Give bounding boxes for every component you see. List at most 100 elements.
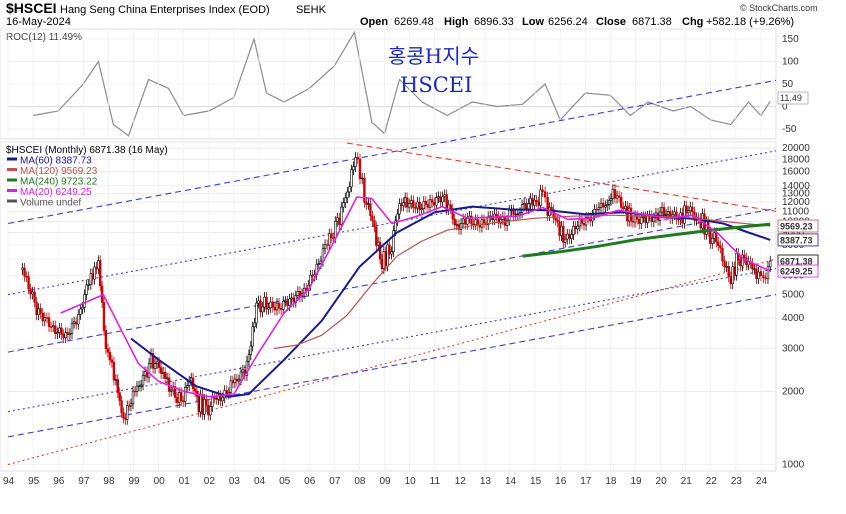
price-candle (231, 380, 235, 384)
chart-index-name: Hang Seng China Enterprises Index (EOD) (60, 4, 270, 16)
price-candle (375, 226, 378, 246)
price-candle (522, 203, 526, 206)
x-tick-label: 96 (53, 476, 65, 487)
price-candle (87, 284, 90, 286)
price-candle (369, 203, 372, 217)
price-candle (106, 348, 110, 353)
x-tick-label: 03 (229, 476, 241, 487)
price-candle (155, 361, 159, 365)
price-candle (689, 206, 692, 212)
legend-item: MA(60) 8387.73 (20, 156, 92, 167)
price-candle (173, 386, 177, 398)
price-candle (207, 404, 210, 416)
price-candle (464, 218, 467, 225)
price-candle (205, 399, 208, 406)
price-candle (593, 209, 596, 216)
price-candle (470, 215, 473, 225)
price-candle (141, 375, 145, 386)
price-candle (340, 206, 343, 225)
price-candle (646, 215, 649, 223)
price-candle (762, 275, 765, 279)
price-candle (574, 225, 577, 230)
price-candle (112, 361, 116, 381)
price-candle (83, 294, 86, 308)
close-value: 6871.38 (632, 16, 672, 28)
price-candle (686, 210, 690, 214)
stockcharts-credit: © StockCharts.com (740, 3, 818, 13)
price-candle (197, 396, 200, 413)
price-candle (613, 189, 617, 199)
price-candle (350, 169, 353, 188)
price-candle (296, 291, 300, 296)
price-candle (615, 195, 619, 199)
price-candle (203, 399, 206, 415)
x-tick-label: 23 (731, 476, 743, 487)
price-candle (74, 321, 78, 325)
price-candle (739, 259, 742, 267)
price-candle (181, 400, 185, 402)
price-panel (0, 141, 777, 472)
price-candle (334, 221, 337, 239)
price-candle (199, 394, 202, 413)
price-candle (725, 266, 728, 268)
legend-swatch (7, 199, 17, 203)
trend-lines (7, 79, 776, 466)
price-candle (580, 218, 584, 224)
price-candle (153, 363, 157, 369)
price-candle (221, 397, 224, 402)
price-candle (405, 197, 409, 208)
x-tick-label: 07 (329, 476, 341, 487)
price-candle (233, 378, 237, 384)
price-candle (321, 248, 325, 262)
price-candle (373, 220, 376, 228)
ma-line (60, 196, 771, 398)
x-tick-label: 16 (555, 476, 567, 487)
price-candle (27, 276, 30, 290)
price-candle (414, 207, 417, 209)
x-tick-label: 12 (455, 476, 467, 487)
price-candle (273, 306, 277, 311)
price-candle (317, 263, 320, 265)
price-candle (461, 218, 465, 224)
price-candle (631, 220, 635, 223)
price-tick-label: 14000 (782, 181, 810, 192)
price-candle (666, 211, 670, 215)
high-label: High (444, 16, 469, 28)
price-candle (402, 202, 405, 207)
price-candle (382, 251, 386, 270)
price-candle (253, 322, 256, 328)
roc-grid (8, 38, 776, 130)
price-candle (576, 225, 579, 230)
price-candle (356, 156, 360, 160)
price-badge (777, 219, 819, 233)
price-candle (560, 225, 563, 236)
price-candle (428, 199, 432, 208)
price-candle (562, 225, 565, 243)
price-candle (717, 241, 720, 247)
legend-swatch (7, 178, 17, 182)
x-axis: 94 95 96 97 98 99 00 01 02 03 04 05 06 07 08 09 10 11 12 13… (3, 476, 768, 487)
roc-value-badge: 11.49 (777, 91, 809, 105)
price-candle (277, 302, 281, 309)
x-tick-label: 20 (656, 476, 668, 487)
open-value: 6269.48 (394, 16, 434, 28)
price-candle (741, 254, 744, 267)
roc-line (32, 30, 771, 137)
x-tick-label: 18 (605, 476, 617, 487)
price-candle (93, 266, 96, 280)
price-candle (638, 219, 641, 224)
price-candle (459, 223, 463, 230)
price-candle (629, 207, 633, 222)
price-candle (606, 204, 609, 206)
price-candle (539, 189, 542, 206)
x-tick-label: 11 (430, 476, 441, 487)
price-candle (683, 205, 686, 224)
price-candle (543, 191, 547, 198)
x-tick-label: 00 (154, 476, 166, 487)
price-candle (677, 218, 680, 221)
price-candle (516, 213, 520, 215)
price-candle (529, 198, 532, 204)
open-label: Open (360, 16, 388, 28)
price-badge-text: 9569.23 (780, 222, 813, 232)
x-tick-label: 98 (103, 476, 115, 487)
